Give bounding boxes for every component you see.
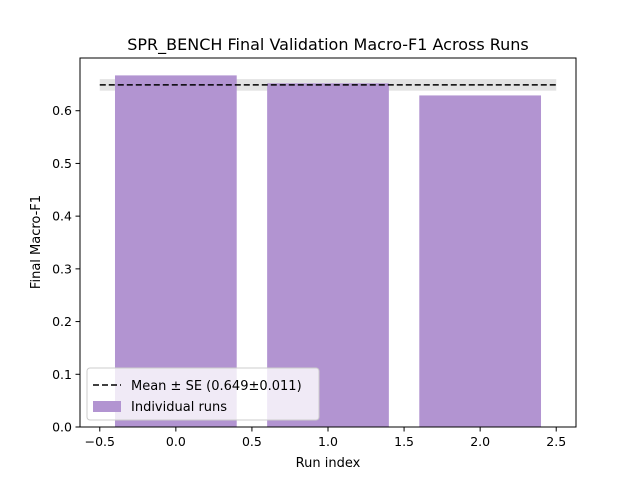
- x-tick-label: 2.5: [546, 434, 566, 449]
- x-tick-label: 1.5: [394, 434, 414, 449]
- y-tick-label: 0.3: [52, 261, 72, 276]
- x-tick-label: 0.5: [242, 434, 262, 449]
- legend-bar-swatch: [93, 401, 121, 412]
- x-tick-label: 2.0: [470, 434, 490, 449]
- x-tick-label: 0.0: [166, 434, 186, 449]
- y-axis-label: Final Macro-F1: [29, 195, 44, 289]
- chart-title: SPR_BENCH Final Validation Macro-F1 Acro…: [127, 35, 529, 55]
- x-axis-label: Run index: [296, 456, 361, 471]
- legend-mean-label: Mean ± SE (0.649±0.011): [131, 379, 302, 394]
- legend: Mean ± SE (0.649±0.011) Individual runs: [86, 367, 320, 421]
- legend-box: [86, 367, 320, 421]
- y-tick-label: 0.6: [52, 103, 72, 118]
- legend-bar-label: Individual runs: [131, 400, 227, 415]
- y-tick-label: 0.4: [52, 209, 72, 224]
- y-tick-label: 0.1: [52, 367, 72, 382]
- y-tick-label: 0.0: [52, 420, 72, 435]
- x-tick-label: 1.0: [318, 434, 338, 449]
- bar-run-2: [419, 95, 542, 428]
- x-tick-label: −0.5: [85, 434, 115, 449]
- y-tick-label: 0.5: [52, 156, 72, 171]
- y-tick-label: 0.2: [52, 314, 72, 329]
